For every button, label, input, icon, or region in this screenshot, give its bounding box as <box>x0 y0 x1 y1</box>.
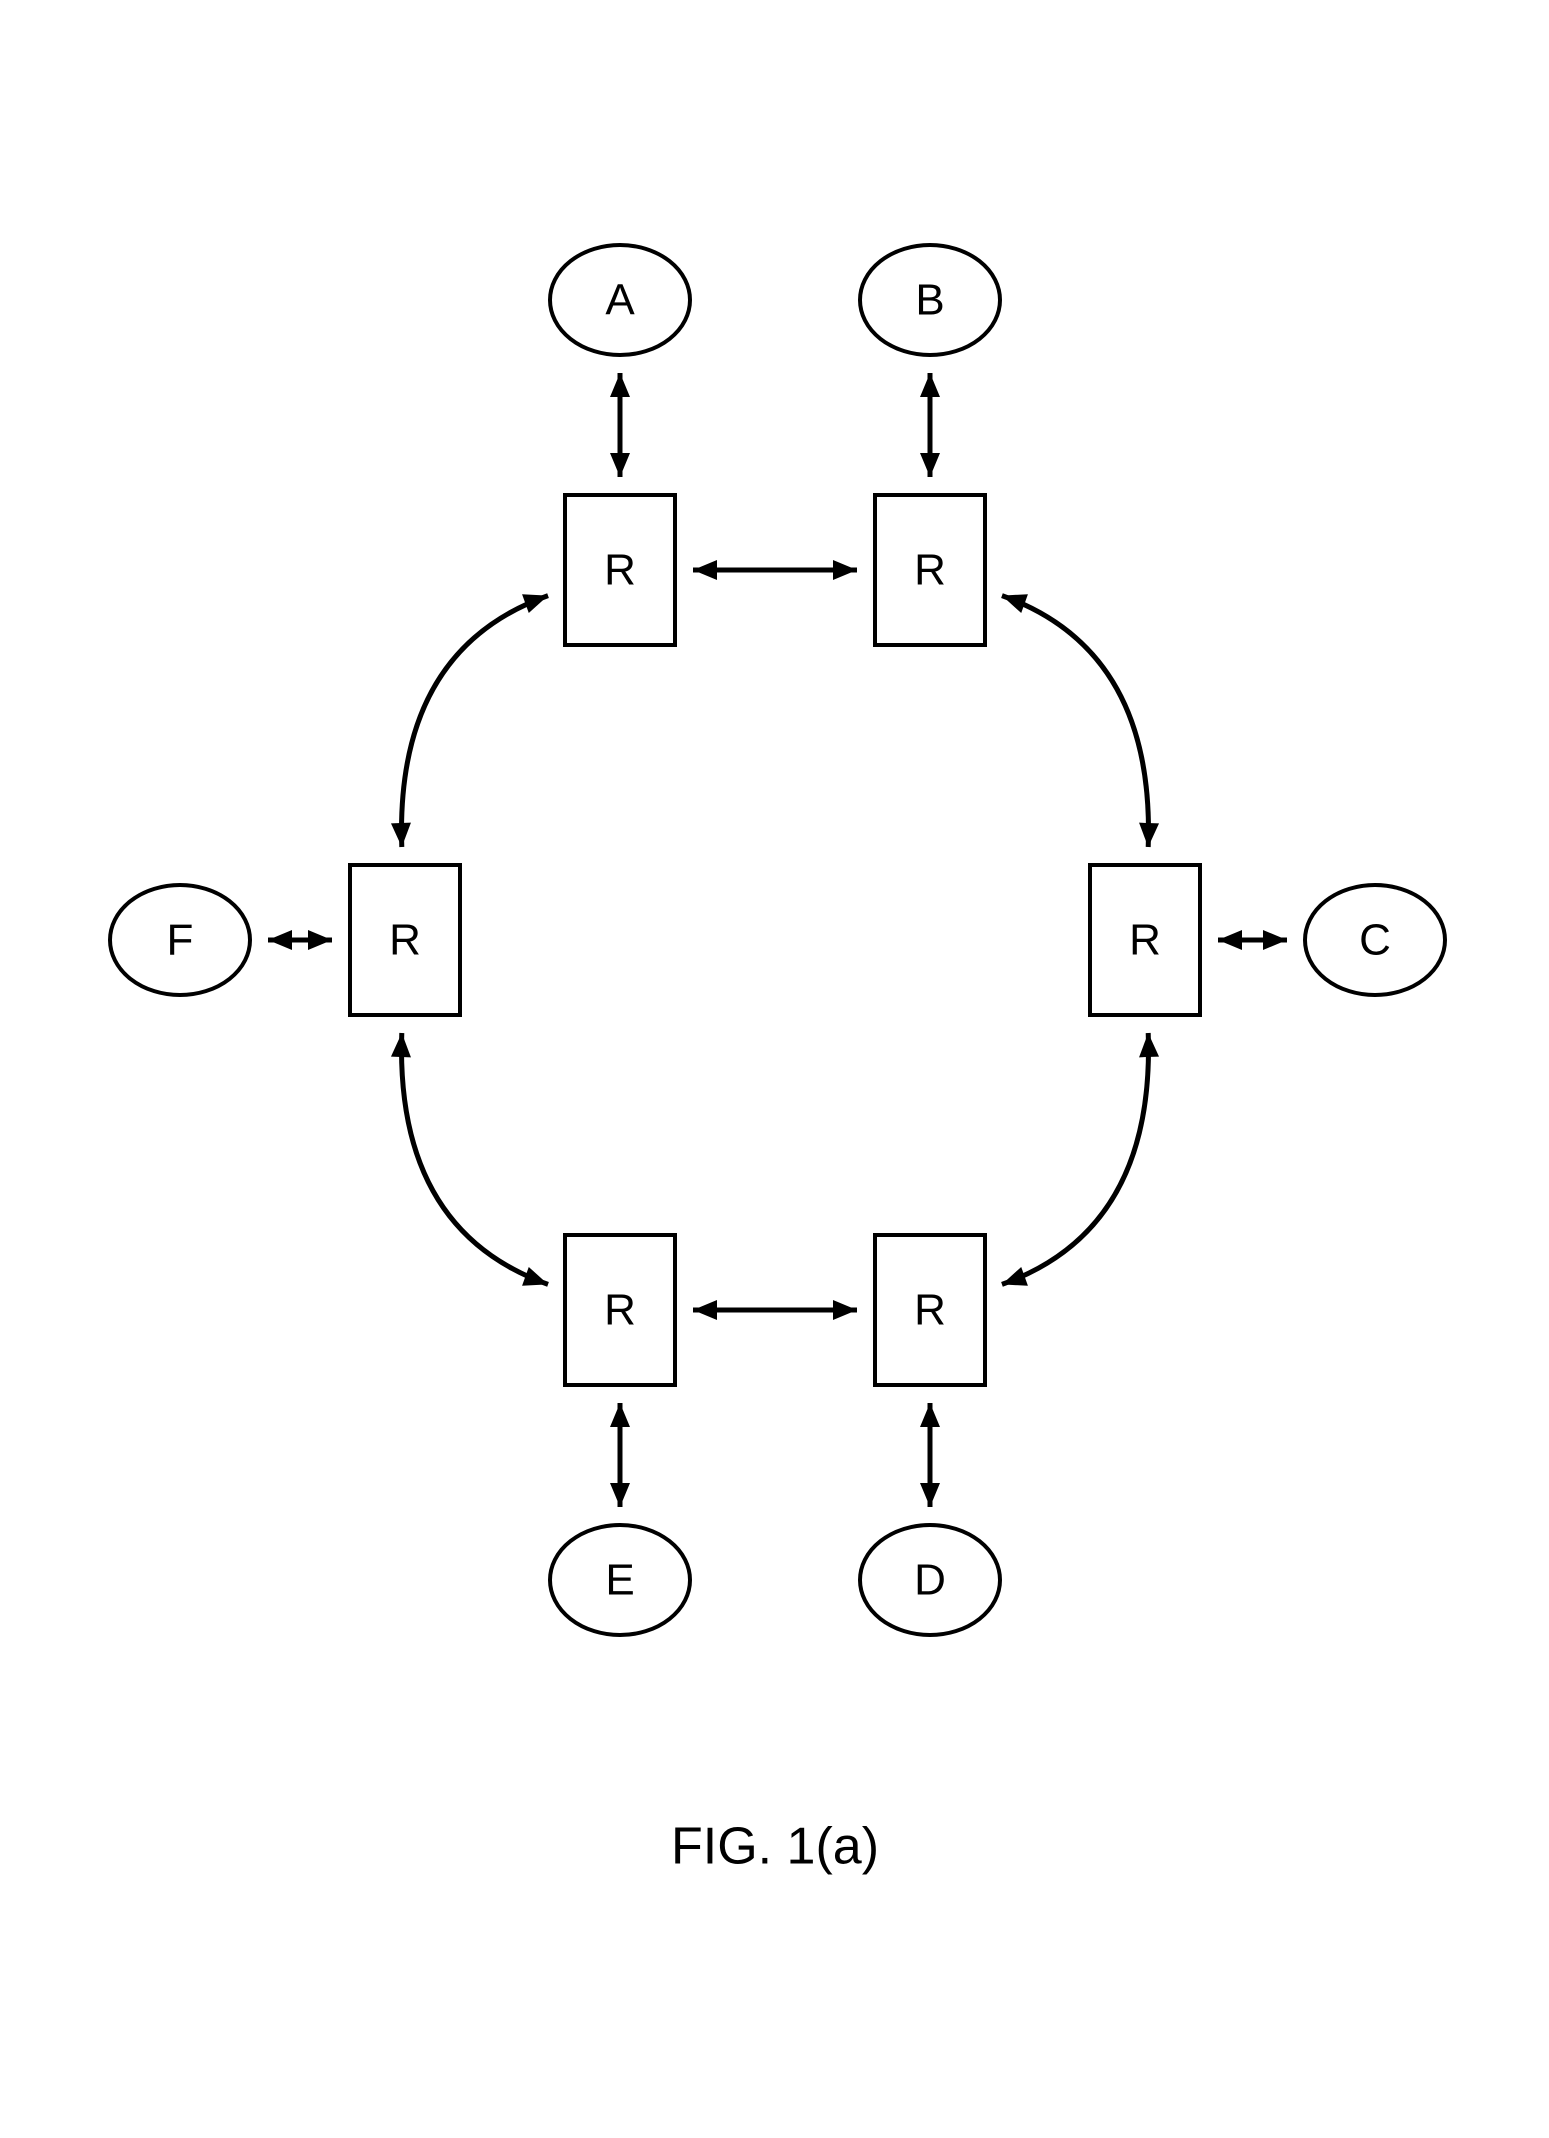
terminal-node: C <box>1305 885 1445 995</box>
router-label: R <box>604 1286 636 1335</box>
edge-curved <box>1002 596 1149 847</box>
edge-curved <box>1002 1033 1149 1284</box>
router-node: R <box>875 1235 985 1385</box>
router-label: R <box>914 1286 946 1335</box>
terminal-label: F <box>167 916 194 965</box>
router-label: R <box>1129 916 1161 965</box>
terminal-label: C <box>1359 916 1391 965</box>
terminal-label: D <box>914 1556 946 1605</box>
router-node: R <box>565 1235 675 1385</box>
edge-curved <box>402 1033 549 1284</box>
router-node: R <box>565 495 675 645</box>
terminal-node: B <box>860 245 1000 355</box>
router-node: R <box>1090 865 1200 1015</box>
router-node: R <box>350 865 460 1015</box>
router-label: R <box>389 916 421 965</box>
terminal-label: A <box>605 276 635 325</box>
terminal-node: D <box>860 1525 1000 1635</box>
terminal-node: E <box>550 1525 690 1635</box>
terminal-node: F <box>110 885 250 995</box>
terminal-label: E <box>605 1556 634 1605</box>
figure-caption: FIG. 1(a) <box>671 1818 879 1876</box>
ring-network-diagram: R R R R R R A B C D E F FIG. 1(a) <box>0 0 1549 2138</box>
router-node: R <box>875 495 985 645</box>
terminal-label: B <box>915 276 944 325</box>
edge-curved <box>402 596 549 847</box>
router-label: R <box>914 546 946 595</box>
router-label: R <box>604 546 636 595</box>
terminal-node: A <box>550 245 690 355</box>
